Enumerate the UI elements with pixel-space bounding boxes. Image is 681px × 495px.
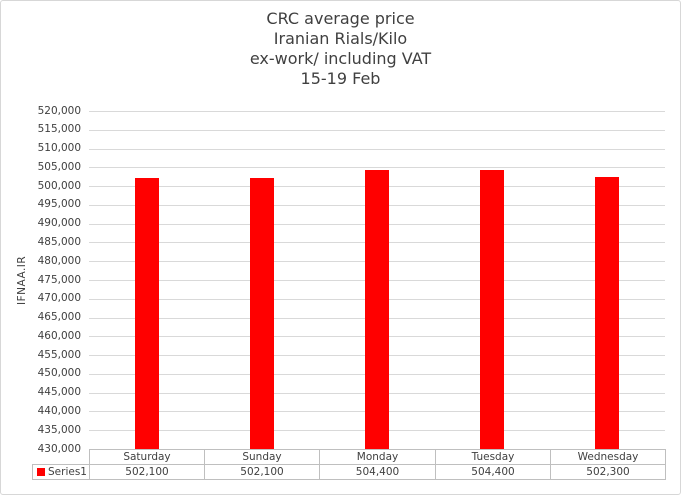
gridline [89, 129, 665, 131]
bar-sunday [250, 178, 274, 449]
y-axis-tick-label: 490,000 [37, 217, 81, 230]
bar-monday [365, 170, 389, 449]
table-header-cell: Wednesday [550, 449, 666, 465]
table-value-cell: 504,400 [319, 464, 436, 480]
y-axis-tick-label: 460,000 [37, 329, 81, 342]
y-axis-tick-label: 480,000 [37, 254, 81, 267]
gridline [89, 167, 665, 169]
y-axis-tick-label: 485,000 [37, 235, 81, 248]
gridline [89, 148, 665, 150]
y-axis-tick-label: 520,000 [37, 104, 81, 117]
legend-color-swatch-icon [37, 468, 45, 476]
table-value-cell: 502,300 [550, 464, 666, 480]
y-axis-tick-label: 450,000 [37, 367, 81, 380]
y-axis-tick-label: 435,000 [37, 423, 81, 436]
chart-title: CRC average price Iranian Rials/Kilo ex-wo… [1, 9, 680, 89]
plot-area [89, 111, 665, 450]
y-axis-tick-label: 445,000 [37, 386, 81, 399]
chart-title-line: 15-19 Feb [300, 69, 381, 88]
y-axis-tick-label: 500,000 [37, 179, 81, 192]
gridline [89, 111, 665, 112]
table-value-cell: 502,100 [89, 464, 205, 480]
y-axis-tick-label: 515,000 [37, 123, 81, 136]
bar-wednesday [595, 177, 619, 449]
table-value-cell: 504,400 [435, 464, 551, 480]
y-axis-tick-label: 465,000 [37, 311, 81, 324]
chart-title-line: ex-work/ including VAT [249, 49, 432, 68]
y-axis-tick-label: 510,000 [37, 142, 81, 155]
y-axis-tick-label: 470,000 [37, 292, 81, 305]
table-header-cell: Sunday [204, 449, 320, 465]
table-header-cell: Tuesday [435, 449, 551, 465]
legend-label: Series1 [48, 465, 87, 478]
bar-tuesday [480, 170, 504, 449]
y-axis-tick-label: 430,000 [37, 442, 81, 455]
y-axis-tick-label: 440,000 [37, 404, 81, 417]
y-axis-tick-label: 455,000 [37, 348, 81, 361]
table-header-cell: Monday [319, 449, 436, 465]
table-header-cell: Saturday [89, 449, 205, 465]
table-value-cell: 502,100 [204, 464, 320, 480]
y-axis-tick-label: 475,000 [37, 273, 81, 286]
y-axis-tick-label: 505,000 [37, 160, 81, 173]
y-axis-tick-label: 495,000 [37, 198, 81, 211]
legend-cell: Series1 [32, 464, 90, 480]
chart-title-line: CRC average price [266, 9, 415, 28]
bar-saturday [135, 178, 159, 449]
chart-title-line: Iranian Rials/Kilo [273, 29, 408, 48]
